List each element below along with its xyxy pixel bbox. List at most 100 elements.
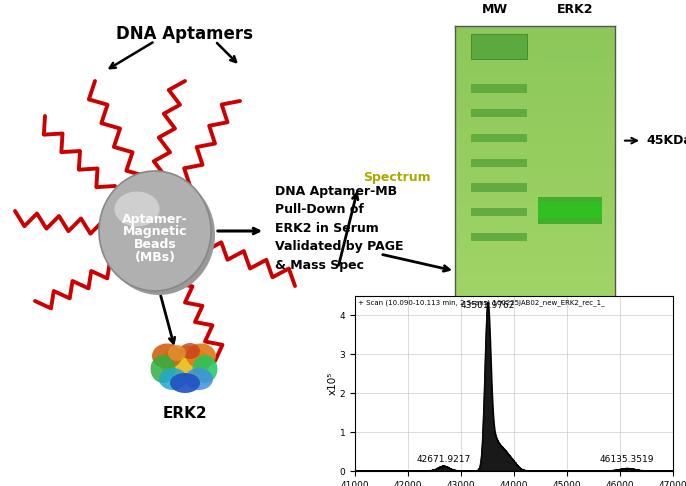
FancyBboxPatch shape — [539, 202, 602, 219]
Ellipse shape — [160, 346, 210, 381]
Bar — [455, 174, 615, 177]
Bar — [455, 37, 615, 40]
Bar — [455, 108, 615, 111]
Bar — [455, 177, 615, 180]
Bar — [455, 29, 615, 32]
Bar — [455, 183, 615, 186]
Ellipse shape — [150, 355, 176, 383]
Bar — [455, 125, 615, 128]
Text: Spectrum: Spectrum — [363, 171, 431, 184]
Bar — [455, 188, 615, 191]
Bar — [455, 194, 615, 196]
Bar — [455, 262, 615, 265]
FancyBboxPatch shape — [539, 196, 602, 224]
Bar — [455, 133, 615, 136]
FancyBboxPatch shape — [471, 34, 527, 59]
Bar — [455, 268, 615, 271]
Bar — [455, 213, 615, 216]
Bar — [455, 144, 615, 147]
Bar — [455, 95, 615, 98]
Bar — [455, 155, 615, 158]
Bar — [455, 40, 615, 42]
Y-axis label: x10⁵: x10⁵ — [328, 372, 338, 395]
Text: 43501.9762: 43501.9762 — [460, 301, 514, 310]
Bar — [455, 56, 615, 59]
Text: + Scan (10.090-10.113 min, 2 Scans) 160225JAB02_new_ERK2_rec_1_: + Scan (10.090-10.113 min, 2 Scans) 1602… — [358, 299, 605, 306]
FancyBboxPatch shape — [471, 134, 527, 142]
Bar — [455, 48, 615, 51]
Text: 42671.9217: 42671.9217 — [416, 455, 471, 464]
Bar — [455, 169, 615, 172]
Bar — [455, 106, 615, 108]
Bar — [455, 136, 615, 139]
Ellipse shape — [180, 343, 200, 359]
Bar — [455, 219, 615, 221]
Bar — [455, 208, 615, 210]
Bar — [455, 114, 615, 117]
Bar — [455, 254, 615, 257]
Bar — [455, 81, 615, 84]
Bar — [455, 92, 615, 95]
FancyBboxPatch shape — [471, 183, 527, 191]
Bar — [455, 53, 615, 56]
Bar — [455, 279, 615, 282]
Text: (MBs): (MBs) — [134, 251, 176, 264]
Bar — [455, 141, 615, 144]
Bar — [455, 122, 615, 125]
Bar — [455, 282, 615, 284]
Ellipse shape — [152, 344, 182, 368]
Bar — [455, 117, 615, 120]
Bar — [455, 229, 615, 232]
Bar — [455, 84, 615, 87]
Bar — [455, 98, 615, 100]
Text: ERK2: ERK2 — [557, 3, 593, 16]
Bar — [455, 199, 615, 202]
Text: MW: MW — [482, 3, 508, 16]
Bar — [455, 257, 615, 260]
Bar — [455, 284, 615, 287]
Bar — [455, 103, 615, 106]
Text: 45KDa: 45KDa — [646, 134, 686, 147]
Bar — [455, 191, 615, 194]
Bar — [455, 221, 615, 224]
Bar — [455, 32, 615, 34]
FancyBboxPatch shape — [471, 84, 527, 92]
Bar — [455, 295, 615, 298]
Text: ERK2: ERK2 — [163, 405, 207, 420]
Ellipse shape — [193, 355, 217, 383]
Ellipse shape — [170, 373, 200, 393]
Bar — [455, 67, 615, 70]
Bar — [455, 73, 615, 75]
Bar — [455, 186, 615, 188]
Bar — [455, 59, 615, 62]
Bar — [455, 290, 615, 293]
Bar — [455, 166, 615, 169]
Bar — [455, 238, 615, 241]
Bar — [543, 51, 602, 65]
Bar — [455, 232, 615, 235]
Ellipse shape — [115, 191, 160, 226]
Bar — [455, 274, 615, 276]
Bar — [455, 210, 615, 213]
FancyBboxPatch shape — [471, 233, 527, 241]
Ellipse shape — [99, 171, 211, 291]
Text: 46135.3519: 46135.3519 — [600, 455, 654, 464]
Ellipse shape — [103, 175, 215, 295]
Bar — [455, 172, 615, 174]
Bar — [455, 243, 615, 246]
Bar — [455, 196, 615, 199]
Bar — [455, 205, 615, 208]
Bar — [455, 100, 615, 103]
Bar — [455, 246, 615, 249]
Bar — [455, 65, 615, 67]
Text: Aptamer-: Aptamer- — [122, 212, 188, 226]
Ellipse shape — [185, 368, 213, 390]
Text: DNA Aptamers: DNA Aptamers — [117, 25, 254, 43]
Text: DNA Aptamer-MB
Pull-Down of
ERK2 in Serum
Validated by PAGE
& Mass Spec: DNA Aptamer-MB Pull-Down of ERK2 in Seru… — [275, 185, 403, 272]
Bar — [455, 78, 615, 81]
Ellipse shape — [159, 368, 187, 390]
Ellipse shape — [186, 344, 216, 368]
Bar — [455, 51, 615, 53]
Bar — [455, 42, 615, 45]
Bar — [455, 153, 615, 155]
